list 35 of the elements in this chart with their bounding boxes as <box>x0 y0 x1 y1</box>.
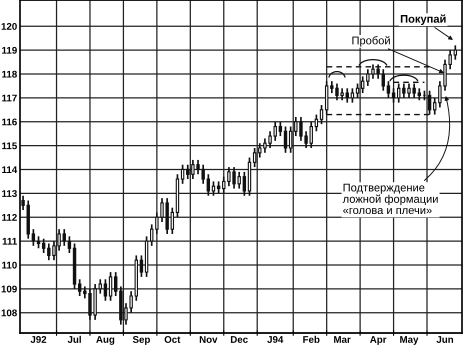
y-tick-label: 112 <box>2 214 17 221</box>
x-tick-label: Mar <box>334 336 351 343</box>
annotation: Покупай <box>400 14 446 25</box>
y-tick-label: 115 <box>2 142 17 150</box>
y-tick-label: 113 <box>2 190 17 197</box>
y-tick-label: 111 <box>2 238 17 245</box>
y-tick-label: 118 <box>2 70 17 78</box>
annotation: Пробой <box>352 36 390 47</box>
y-tick-label: 116 <box>2 118 17 126</box>
x-tick-label: May <box>400 336 418 345</box>
x-tick-label: Feb <box>303 336 320 343</box>
candlestick <box>36 235 40 250</box>
x-tick-label: Dec <box>230 336 248 343</box>
x-tick-label: Oct <box>164 336 180 343</box>
x-tick-label: Jun <box>436 336 454 343</box>
y-tick-label: 110 <box>2 262 17 269</box>
candlestick <box>124 302 128 326</box>
x-tick-label: Apr <box>370 336 386 345</box>
candlestick <box>160 197 164 223</box>
y-tick-label: 114 <box>2 166 18 174</box>
x-tick-label: J92 <box>30 336 46 343</box>
x-tick-label: Aug <box>96 336 114 345</box>
y-tick-label: 109 <box>2 286 17 292</box>
annotation: Подтверждение ложной формации «голова и плечи» <box>342 184 438 214</box>
y-tick-label: 108 <box>2 309 17 316</box>
x-tick-label: Jul <box>68 336 81 343</box>
x-tick-label: Sep <box>132 336 150 345</box>
x-tick-label: Nov <box>200 336 218 343</box>
y-tick-label: 119 <box>2 46 17 54</box>
y-tick-label: 120 <box>2 22 17 30</box>
candlestick <box>196 159 200 176</box>
candlestick <box>212 180 216 197</box>
y-tick-label: 117 <box>2 94 17 102</box>
candlestick <box>284 126 288 154</box>
x-tick-label: J94 <box>267 336 284 343</box>
